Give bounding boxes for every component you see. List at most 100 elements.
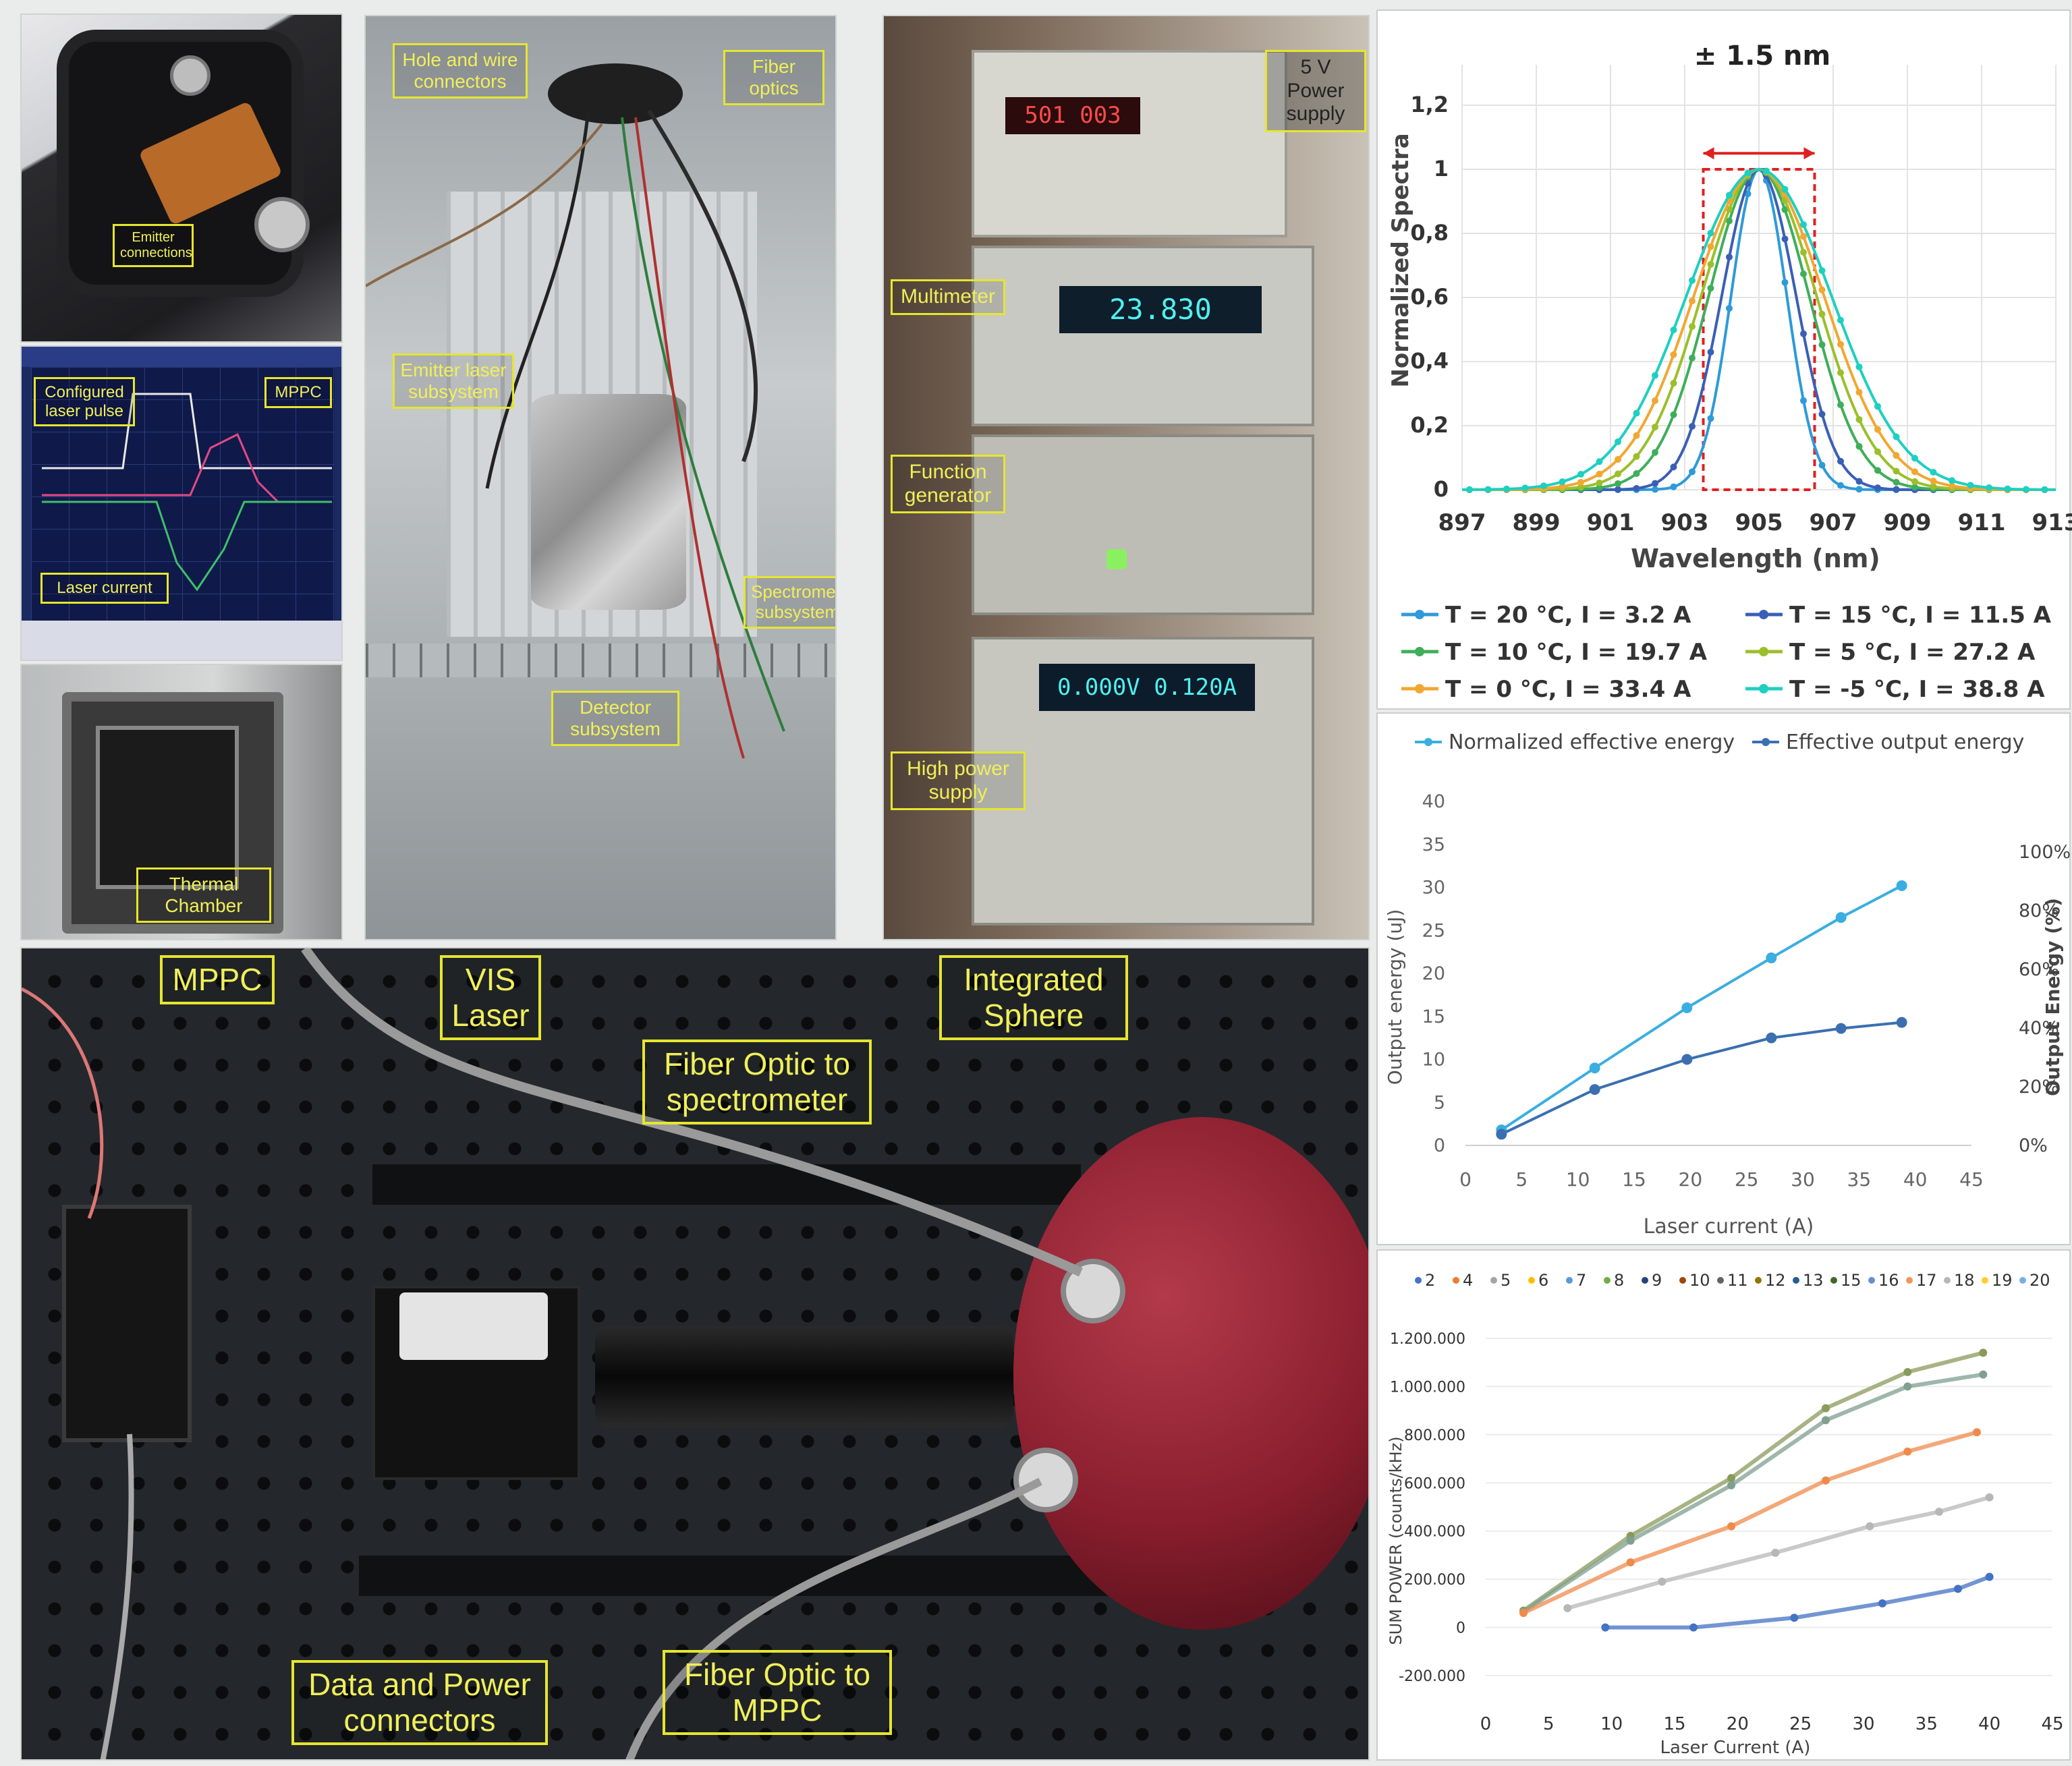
- energy-y-tick: 25: [1422, 920, 1445, 941]
- spectra-point: [1670, 351, 1677, 358]
- spectra-point: [1837, 316, 1844, 324]
- sum-point: [1878, 1599, 1886, 1607]
- spectra-point: [1930, 468, 1937, 476]
- oscilloscope-traces: [42, 393, 332, 592]
- bench-mppc-label: MPPC: [160, 955, 275, 1004]
- sum-y-tick: 400.000: [1404, 1524, 1465, 1541]
- spectra-point: [1596, 458, 1603, 465]
- thermal-chamber-photo: Thermal Chamber: [20, 664, 343, 940]
- sum-legend-marker: [1755, 1277, 1762, 1284]
- sum-point: [1771, 1548, 1780, 1557]
- spectra-arrowhead-left: [1703, 147, 1714, 160]
- spectra-point: [1466, 486, 1473, 493]
- sum-point: [1935, 1508, 1943, 1516]
- spectra-point: [1707, 285, 1714, 292]
- sum-x-tick: 45: [2041, 1714, 2063, 1734]
- optical-bench-photo: MPPC VIS Laser Integrated Sphere Fiber O…: [20, 947, 1370, 1761]
- sum-point: [1727, 1522, 1735, 1531]
- sum-y-axis-title: SUM POWER (counts/kHz): [1387, 1436, 1405, 1645]
- sum-point: [1601, 1623, 1610, 1632]
- sum-legend-label: 5: [1501, 1271, 1511, 1290]
- spectra-x-tick: 897: [1438, 509, 1486, 536]
- multimeter-display: 23.830: [1059, 286, 1262, 333]
- spectra-point: [1781, 235, 1789, 243]
- spectra-point: [1930, 478, 1937, 485]
- sum-point: [1954, 1585, 1962, 1593]
- energy-point: [1496, 1129, 1507, 1140]
- spectrometer-subsystem-label: Spectrometer subsystem: [744, 576, 835, 629]
- spectra-point: [1596, 479, 1603, 486]
- spectra-point: [1577, 478, 1584, 486]
- spectra-point: [1615, 486, 1621, 493]
- spectra-x-tick: 899: [1513, 509, 1561, 536]
- spectra-point: [1633, 484, 1640, 492]
- sum-point: [1822, 1404, 1830, 1413]
- spectra-point: [1596, 470, 1603, 478]
- spectra-point: [1818, 286, 1826, 293]
- psu-unit: [972, 50, 1287, 237]
- sum-point: [1973, 1428, 1981, 1437]
- spectra-point: [1800, 330, 1807, 337]
- spectra-legend-label: T = 0 °C, I = 33.4 A: [1445, 676, 1691, 703]
- instrument-rack-photo: 501 003 23.830 0.000V 0.120A 5 V Power s…: [883, 15, 1370, 940]
- sum-legend-marker: [1528, 1277, 1535, 1284]
- sum-power-chart: SUM POWER (counts/kHz) Laser Current (A)…: [1376, 1249, 2071, 1761]
- spectra-legend-marker: [1415, 684, 1424, 693]
- vis-laser-label: VIS Laser: [440, 955, 541, 1040]
- spectra-y-tick: 0,8: [1410, 220, 1449, 246]
- sum-legend-label: 13: [1803, 1271, 1824, 1290]
- multimeter-unit: [972, 246, 1314, 426]
- spectra-point: [1893, 478, 1900, 486]
- spectra-point: [1670, 326, 1677, 334]
- mppc-trace-label: MPPC: [264, 377, 332, 408]
- spectra-point: [1615, 480, 1621, 487]
- spectra-legend-label: T = -5 °C, I = 38.8 A: [1789, 676, 2045, 703]
- sum-x-tick: 30: [1852, 1714, 1874, 1734]
- spectra-legend-marker: [1415, 610, 1424, 619]
- spectra-y-tick: 1,2: [1410, 92, 1449, 117]
- sphere-port: [1061, 1259, 1125, 1323]
- sum-y-tick: 1.000.000: [1390, 1379, 1465, 1396]
- spectra-point: [1670, 463, 1677, 471]
- sum-series-line: [1605, 1574, 1990, 1630]
- spectra-point: [1689, 297, 1696, 305]
- spectra-point: [1652, 372, 1658, 379]
- spectra-point: [1893, 486, 1900, 493]
- oscilloscope-photo: Configured laser pulse MPPC Laser curren…: [20, 345, 343, 661]
- oscilloscope-topbar: [22, 347, 341, 367]
- interior-wires: [366, 109, 785, 759]
- sum-point: [1727, 1481, 1735, 1489]
- sum-point: [1563, 1604, 1572, 1612]
- energy-y2-tick: 40%: [2019, 1018, 2059, 1039]
- sum-legend-label: 11: [1727, 1271, 1748, 1290]
- energy-point: [1589, 1062, 1600, 1074]
- spectra-point: [1670, 483, 1677, 490]
- spectra-point: [1855, 363, 1863, 370]
- sphere-port-2: [1013, 1448, 1078, 1512]
- sum-legend-marker: [1415, 1277, 1422, 1284]
- spectra-point: [1855, 416, 1863, 423]
- sum-legend-marker: [1604, 1277, 1611, 1284]
- spectra-legend-marker: [1759, 684, 1768, 693]
- sum-y-tick: -200.000: [1399, 1668, 1465, 1685]
- spectra-point: [1800, 233, 1807, 240]
- emitter-screw: [254, 197, 310, 252]
- sum-legend-marker: [1793, 1277, 1799, 1284]
- spectra-point: [1893, 467, 1900, 475]
- spectra-point: [1577, 484, 1584, 491]
- thermal-chamber-label: Thermal Chamber: [136, 867, 271, 923]
- spectra-point: [2041, 486, 2048, 493]
- sum-point: [1979, 1370, 1988, 1379]
- energy-x-tick: 10: [1566, 1168, 1590, 1191]
- sum-x-axis-title: Laser Current (A): [1660, 1738, 1811, 1758]
- spectra-point: [1874, 484, 1881, 492]
- energy-point: [1681, 1054, 1693, 1065]
- spectra-point: [1874, 448, 1881, 455]
- sum-point: [1985, 1493, 1994, 1502]
- energy-point: [1589, 1084, 1600, 1095]
- spectra-point: [1837, 341, 1844, 348]
- spectra-point: [2023, 486, 2029, 493]
- energy-x-tick: 5: [1515, 1168, 1528, 1191]
- spectra-point: [1949, 477, 1955, 484]
- sum-point: [1689, 1623, 1698, 1632]
